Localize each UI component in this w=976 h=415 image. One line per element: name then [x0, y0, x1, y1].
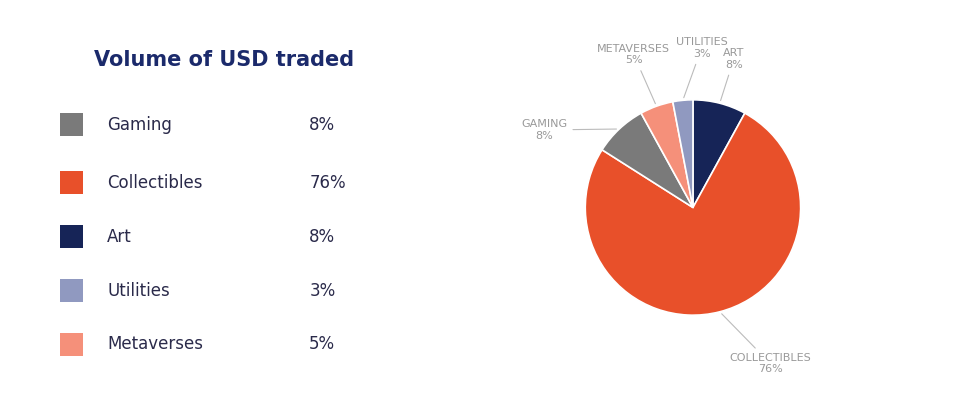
Wedge shape	[693, 100, 745, 208]
FancyBboxPatch shape	[61, 333, 83, 356]
FancyBboxPatch shape	[61, 171, 83, 194]
Text: Volume of USD traded: Volume of USD traded	[95, 50, 354, 70]
Text: 8%: 8%	[309, 115, 336, 134]
FancyBboxPatch shape	[61, 225, 83, 248]
Text: Art: Art	[107, 227, 132, 246]
Wedge shape	[641, 102, 693, 208]
Text: GAMING
8%: GAMING 8%	[521, 119, 617, 141]
FancyBboxPatch shape	[61, 279, 83, 302]
Text: 76%: 76%	[309, 173, 346, 192]
Text: Utilities: Utilities	[107, 281, 170, 300]
Wedge shape	[672, 100, 693, 208]
Wedge shape	[602, 113, 693, 208]
Text: Gaming: Gaming	[107, 115, 172, 134]
Text: COLLECTIBLES
76%: COLLECTIBLES 76%	[721, 314, 811, 374]
Text: 5%: 5%	[309, 335, 336, 354]
Wedge shape	[586, 113, 800, 315]
Text: UTILITIES
3%: UTILITIES 3%	[675, 37, 727, 98]
Text: METAVERSES
5%: METAVERSES 5%	[597, 44, 671, 104]
Text: ART
8%: ART 8%	[720, 48, 745, 100]
Text: Collectibles: Collectibles	[107, 173, 203, 192]
Text: 3%: 3%	[309, 281, 336, 300]
FancyBboxPatch shape	[61, 113, 83, 136]
Text: 8%: 8%	[309, 227, 336, 246]
Text: Metaverses: Metaverses	[107, 335, 203, 354]
